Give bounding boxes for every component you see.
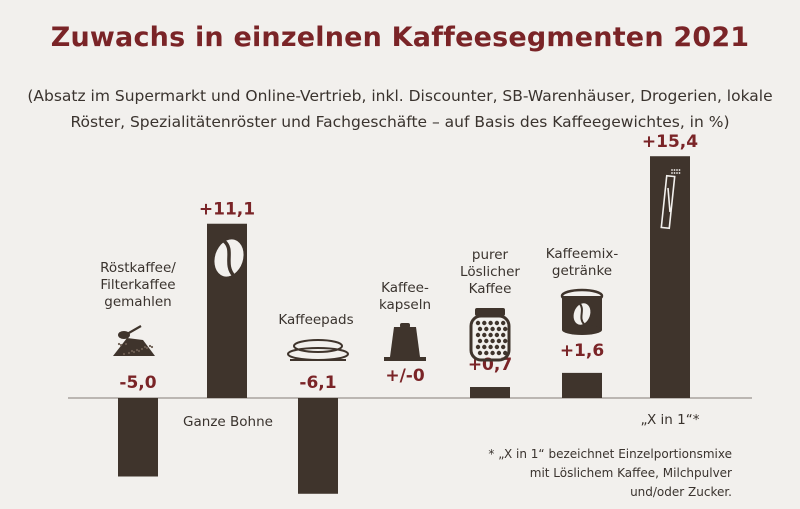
category-label-loeslich: purer Löslicher Kaffee <box>460 247 520 297</box>
coffee-capsule-icon <box>384 323 426 361</box>
value-label-kapseln: +/-0 <box>385 366 425 386</box>
category-label-pads: Kaffeepads <box>278 312 353 328</box>
category-label-xin1: „X in 1“* <box>641 412 700 428</box>
category-label-kapseln: Kaffee-kapseln <box>379 280 431 313</box>
bar-loeslich <box>470 387 510 398</box>
bar-pads <box>298 398 338 494</box>
coffee-pad-icon <box>287 339 349 361</box>
value-label-mix: +1,6 <box>560 341 604 361</box>
footnote-line-2: mit Löslichem Kaffee, Milchpulver <box>529 466 732 480</box>
category-label-roest: Röstkaffee/Filterkaffee gemahlen <box>100 260 176 310</box>
subtitle-line-2: Röster, Spezialitätenröster und Fachgesc… <box>70 113 730 131</box>
bar-roest <box>118 398 158 477</box>
footnote-line-3: und/oder Zucker. <box>630 485 732 499</box>
footnote-line-1: * „X in 1“ bezeichnet Einzelportionsmixe <box>488 447 732 461</box>
category-label-mix: Kaffeemix-getränke <box>546 246 619 279</box>
value-label-roest: -5,0 <box>119 373 156 393</box>
ground-coffee-icon <box>113 325 155 356</box>
value-label-xin1: +15,4 <box>642 132 698 152</box>
subtitle-line-1: (Absatz im Supermarkt und Online-Vertrie… <box>27 87 773 105</box>
instant-coffee-jar-icon <box>469 308 511 362</box>
chart-subtitle: (Absatz im Supermarkt und Online-Vertrie… <box>10 83 790 135</box>
value-label-bohne: +11,1 <box>199 200 255 220</box>
category-label-bohne: Ganze Bohne <box>183 414 273 430</box>
bar-mix <box>562 372 602 398</box>
footnote: * „X in 1“ bezeichnet Einzelportionsmixe… <box>470 445 732 502</box>
bar-xin1 <box>650 156 690 398</box>
coffee-tin-icon <box>560 288 604 335</box>
coffee-bean-icon <box>214 239 244 278</box>
chart-title: Zuwachs in einzelnen Kaffeesegmenten 202… <box>50 22 750 53</box>
stick-pack-icon <box>660 169 681 230</box>
value-label-pads: -6,1 <box>299 373 336 393</box>
